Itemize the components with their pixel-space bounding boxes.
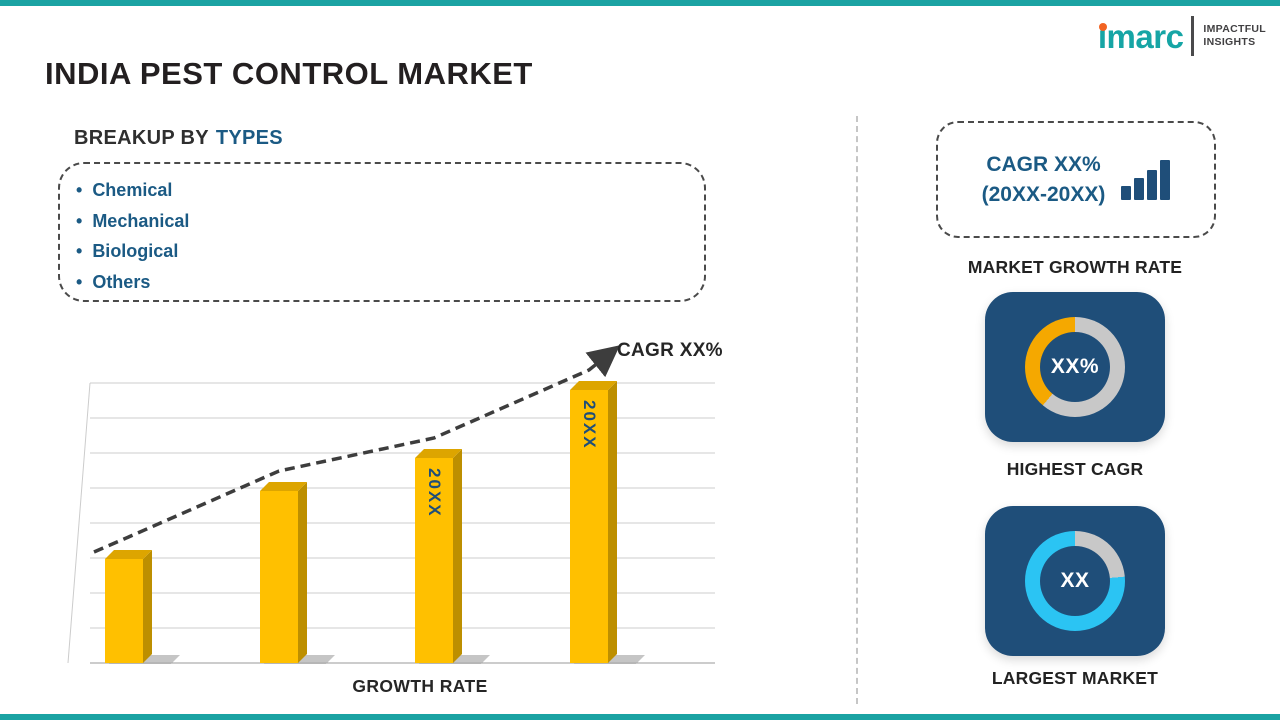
highest-cagr-donut-chart: XX% (1025, 317, 1125, 417)
bar-side-face (453, 449, 462, 663)
breakup-heading: BREAKUP BY TYPES (74, 127, 283, 150)
bar-chart-icon-bar (1147, 169, 1158, 200)
breakup-item-label: Biological (92, 241, 179, 261)
bar: 20XX (570, 381, 645, 664)
chart-x-axis-label: GROWTH RATE (352, 676, 488, 696)
market-growth-rate-box: CAGR XX% (20XX-20XX) (936, 121, 1216, 238)
breakup-item-label: Chemical (92, 180, 173, 200)
growth-rate-bar-chart: 20XX 20XX CAGR XX% (60, 338, 740, 668)
growth-box-line2: (20XX-20XX) (981, 182, 1106, 206)
bar-face (105, 559, 143, 663)
bar (105, 550, 180, 664)
logo-divider (1191, 16, 1195, 56)
market-growth-rate-caption: MARKET GROWTH RATE (967, 257, 1183, 277)
largest-market-card: XX (985, 506, 1165, 656)
bar (260, 482, 335, 664)
breakup-item-label: Mechanical (92, 210, 190, 231)
vertical-divider (856, 116, 858, 704)
highest-cagr-card: XX% (985, 292, 1165, 442)
breakup-heading-accent: TYPES (215, 127, 283, 149)
bullet-icon: • (76, 241, 83, 261)
growth-box-line1: CAGR XX% (986, 153, 1101, 177)
breakup-item: • Mechanical (76, 206, 704, 237)
growth-box-text: CAGR XX% (20XX-20XX) (982, 150, 1106, 209)
breakup-list: • Chemical • Mechanical • Biological • Others (76, 175, 704, 297)
bullet-icon: • (76, 210, 83, 231)
chart-grid-and-trend (67, 345, 715, 664)
bar-face: 20XX (570, 390, 608, 663)
chart-bars: 20XX 20XX (60, 338, 740, 668)
breakup-item: • Biological (76, 236, 704, 267)
highest-cagr-value: XX% (1050, 355, 1100, 378)
bar-face: 20XX (415, 458, 453, 663)
bar: 20XX (415, 449, 490, 664)
bar-label: 20XX (425, 468, 444, 518)
brand-letters: ımarc (1097, 17, 1184, 55)
bullet-icon: • (76, 180, 83, 200)
largest-market-caption: LARGEST MARKET (991, 668, 1159, 688)
bar-side-face (298, 482, 307, 663)
largest-market-value: XX (1060, 569, 1090, 592)
bar-chart-icon-bar (1134, 177, 1145, 200)
breakup-item-label: Others (92, 271, 151, 292)
breakup-item: • Others (76, 267, 704, 298)
bullet-icon: • (76, 271, 83, 292)
logo-orange-dot-icon (1098, 22, 1107, 31)
imarc-logo: ımarc IMPACTFUL INSIGHTS (1098, 16, 1266, 56)
bar-side-face (143, 550, 152, 663)
bar-chart-icon-bar (1121, 185, 1132, 200)
bar-chart-icon-bar (1160, 159, 1171, 200)
bottom-accent-bar (0, 714, 1280, 720)
logo-tagline: IMPACTFUL INSIGHTS (1203, 23, 1266, 49)
highest-cagr-caption: HIGHEST CAGR (1006, 459, 1144, 479)
breakup-heading-prefix: BREAKUP BY (74, 127, 209, 149)
bar-side-face (608, 381, 617, 663)
bar-chart-icon (1121, 159, 1171, 200)
tagline-line1: IMPACTFUL (1203, 22, 1266, 35)
breakup-item: • Chemical (76, 175, 704, 206)
imarc-brand-text: ımarc (1098, 20, 1184, 53)
top-accent-bar (0, 0, 1280, 6)
bar-label: 20XX (580, 400, 599, 450)
tagline-line2: INSIGHTS (1203, 36, 1256, 48)
largest-market-donut-chart: XX (1025, 531, 1125, 631)
breakup-types-box: • Chemical • Mechanical • Biological • Others (58, 162, 706, 302)
bar-face (260, 491, 298, 663)
trend-cagr-label: CAGR XX% (617, 340, 723, 361)
page-title: INDIA PEST CONTROL MARKET (45, 56, 533, 91)
